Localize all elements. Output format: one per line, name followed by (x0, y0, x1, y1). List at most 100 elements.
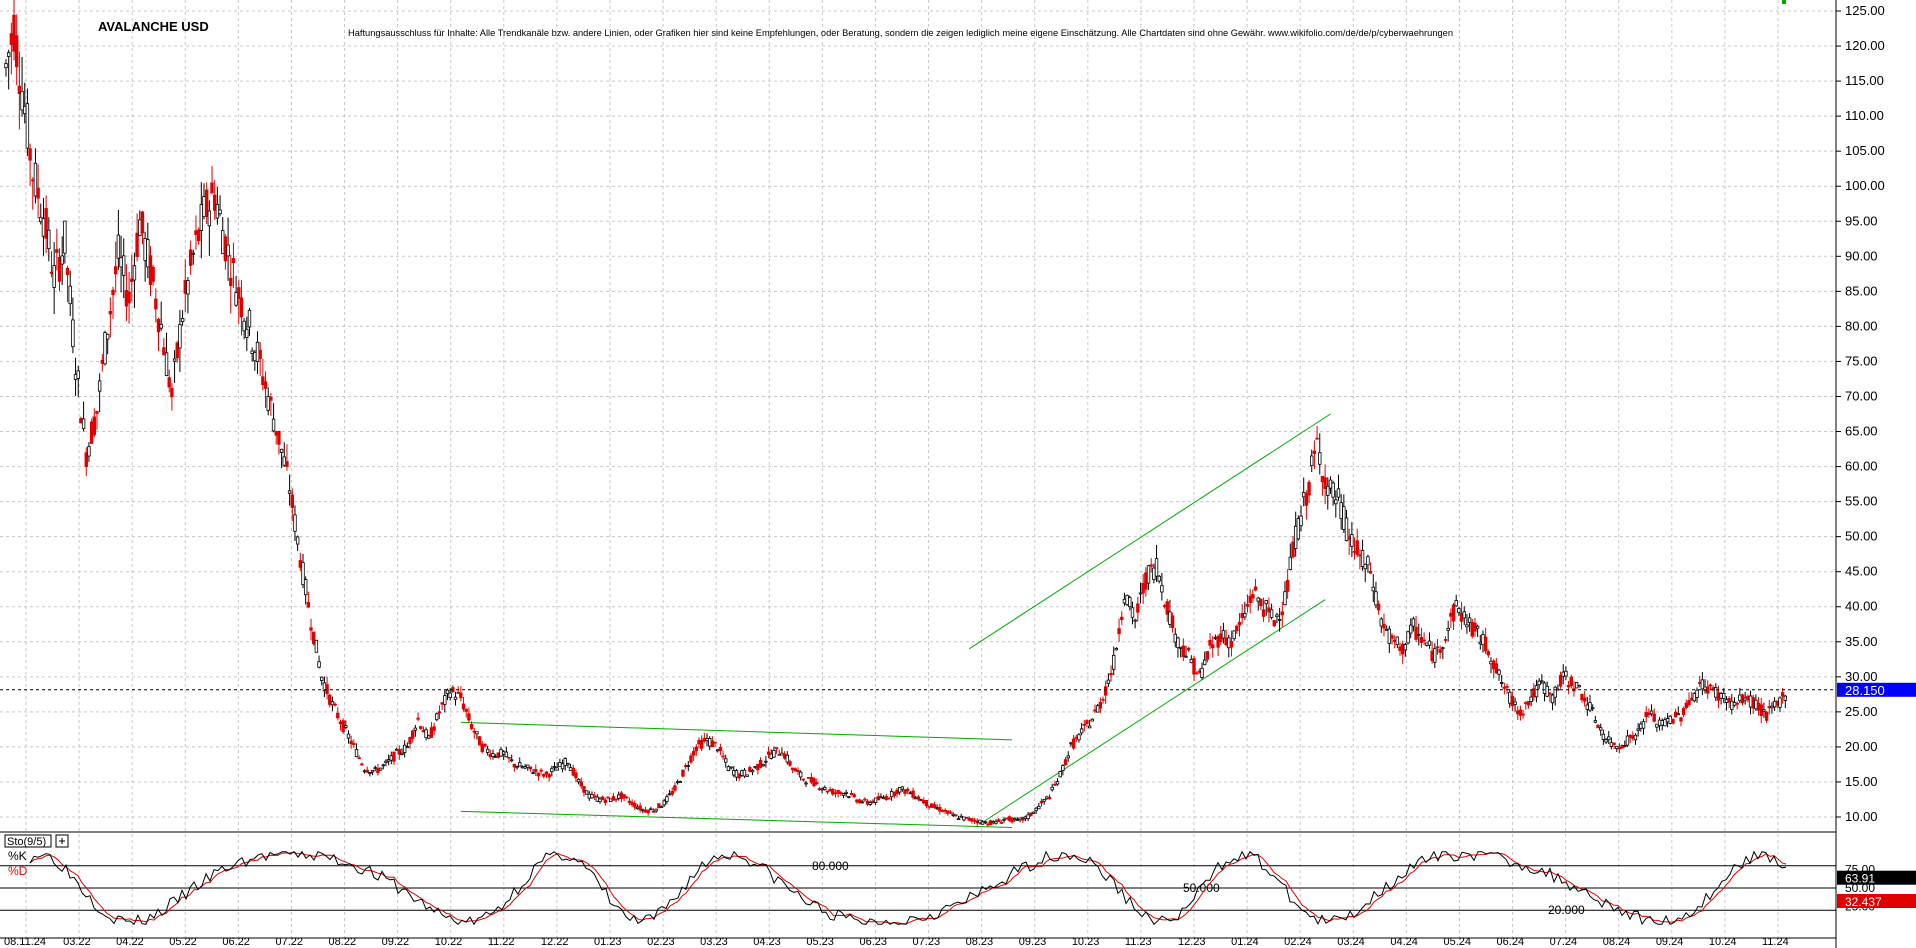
candle-body (1173, 633, 1177, 643)
candle-body (122, 255, 126, 276)
candle (748, 765, 752, 773)
candle-body (544, 771, 549, 775)
candle-body (488, 753, 492, 757)
candle (57, 248, 62, 292)
candle-body (1676, 713, 1680, 716)
candle (1026, 811, 1030, 822)
candle (1500, 674, 1504, 688)
candle (360, 762, 364, 766)
candle-body (729, 766, 733, 769)
candle (1443, 636, 1448, 644)
candle-body (52, 265, 56, 288)
candle (60, 236, 64, 286)
candle (606, 796, 610, 800)
candle (662, 798, 666, 807)
candle-body (879, 796, 883, 799)
candle (1120, 611, 1124, 626)
candle-body (1689, 698, 1694, 700)
candle (911, 787, 915, 800)
candle (932, 801, 937, 809)
candle-body (820, 788, 824, 791)
candle-body (1243, 612, 1247, 618)
candle (1344, 509, 1349, 542)
candle (839, 790, 843, 796)
candle-body (119, 257, 123, 268)
candle-body (467, 713, 471, 721)
candle (724, 754, 728, 768)
candle-body (440, 702, 444, 705)
candle-body (33, 162, 38, 197)
candle-body (641, 809, 645, 812)
candle (384, 759, 388, 767)
candle-body (1430, 650, 1434, 662)
candle (1433, 643, 1437, 669)
candle-body (1208, 640, 1212, 646)
candle-body (1780, 692, 1785, 697)
candle-body (1205, 651, 1210, 660)
candle-body (381, 764, 385, 767)
candle (515, 765, 519, 770)
candle-body (1475, 625, 1480, 629)
candle-body (670, 791, 674, 795)
candle (1299, 505, 1303, 532)
candle-body (167, 377, 171, 388)
candle-body (1537, 680, 1541, 686)
candle (413, 724, 418, 737)
candle-body (100, 359, 105, 364)
x-tick-label: 12.22 (541, 936, 569, 948)
y-tick-label: 45.00 (1845, 564, 1878, 579)
candle (411, 729, 415, 743)
candle-body (571, 767, 575, 776)
candle-body (681, 769, 685, 777)
candle (376, 763, 380, 776)
candle (196, 227, 201, 245)
candle-body (996, 819, 1001, 823)
candle-body (721, 755, 725, 758)
candle-body (1192, 658, 1196, 675)
candle-body (105, 333, 110, 340)
candle (55, 228, 59, 271)
candle-body (346, 733, 351, 739)
candle (1462, 606, 1466, 626)
candle-body (341, 720, 345, 733)
candle (154, 288, 158, 323)
candle (1540, 674, 1544, 685)
candle (638, 802, 642, 813)
trendline-upper-flag (460, 721, 1013, 741)
grid (0, 0, 1836, 938)
candle-body (1772, 701, 1777, 708)
candle-body (1125, 594, 1129, 606)
x-tick-label: 06.22 (222, 936, 250, 948)
candle (1109, 665, 1113, 682)
candle-body (691, 751, 696, 756)
candle (1368, 562, 1373, 574)
candle-body (584, 790, 589, 795)
candle-body (1136, 603, 1140, 613)
candle-body (539, 769, 543, 772)
candle (1403, 643, 1408, 657)
candle (17, 51, 22, 130)
candle (84, 447, 88, 477)
candle-body (574, 772, 578, 779)
candle-body (1237, 621, 1242, 626)
candle-body (271, 418, 276, 432)
candle-body (881, 797, 886, 799)
candle (172, 350, 177, 383)
candle (346, 730, 351, 744)
candle-body (309, 627, 313, 631)
stochastic-k-line (29, 850, 1787, 926)
candle-body (15, 35, 19, 68)
candle-body (994, 820, 998, 824)
candle (726, 765, 731, 772)
candle (774, 747, 779, 754)
candle (1181, 638, 1185, 661)
candle (97, 373, 102, 413)
candle-body (1548, 692, 1552, 695)
candle-body (1577, 685, 1581, 688)
candle-body (1376, 603, 1381, 611)
candle (1334, 490, 1338, 518)
candle (1205, 651, 1210, 663)
candle-body (766, 751, 771, 755)
candle-body (836, 789, 840, 794)
candle-body (226, 244, 230, 257)
